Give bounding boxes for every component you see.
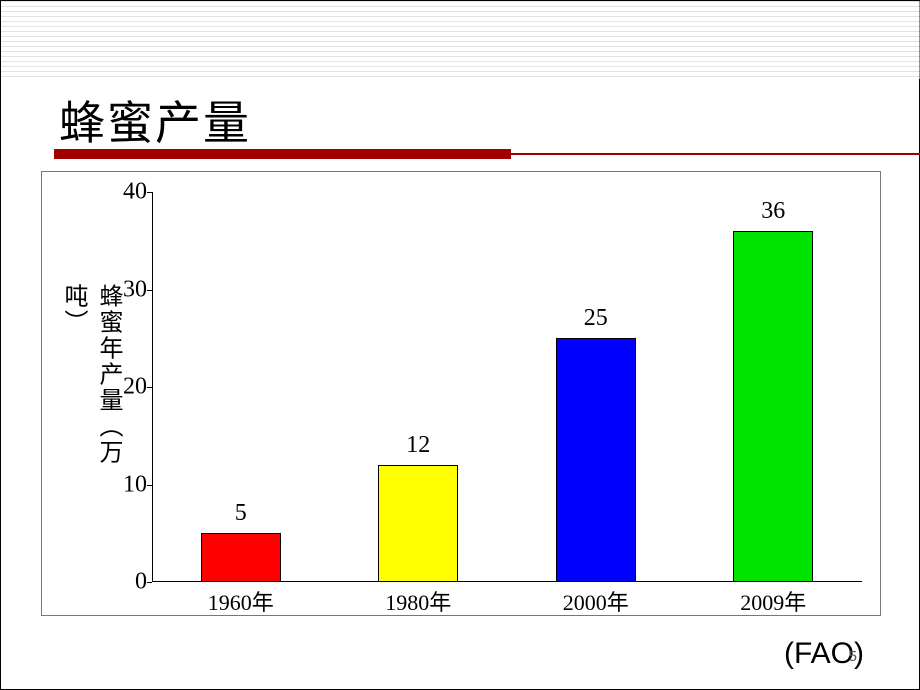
x-category-label: 2009年 (740, 585, 806, 617)
y-tick-label: 0 (102, 569, 147, 596)
title-rule-thick (54, 149, 511, 159)
y-tick-label: 40 (102, 179, 147, 206)
y-tick-label: 20 (102, 374, 147, 401)
bar (201, 533, 281, 582)
y-tick-label: 30 (102, 276, 147, 303)
x-category-label: 2000年 (563, 585, 629, 617)
top-stripe-decoration (1, 1, 920, 79)
bar-value-label: 36 (723, 198, 823, 225)
bar (556, 338, 636, 582)
title-rule-thin (511, 153, 920, 155)
slide-title: 蜂蜜产量 (59, 87, 251, 153)
bar (378, 465, 458, 582)
bar-value-label: 25 (546, 305, 646, 332)
y-tick-mark (147, 192, 152, 193)
slide-number: 5 (849, 648, 857, 665)
y-tick-mark (147, 485, 152, 486)
plot-area: 01020304051960年121980年252000年362009年 (152, 192, 862, 582)
x-category-label: 1960年 (208, 585, 274, 617)
y-tick-mark (147, 290, 152, 291)
bar-value-label: 5 (191, 500, 291, 527)
bar-value-label: 12 (368, 432, 468, 459)
chart-container: 蜂蜜年产量（万吨） 01020304051960年121980年252000年3… (41, 171, 881, 616)
y-tick-mark (147, 387, 152, 388)
y-tick-label: 10 (102, 471, 147, 498)
bar (733, 231, 813, 582)
slide: 蜂蜜产量 蜂蜜年产量（万吨） 01020304051960年121980年252… (0, 0, 920, 690)
x-category-label: 1980年 (385, 585, 451, 617)
y-axis-line (152, 192, 153, 582)
y-tick-mark (147, 582, 152, 583)
